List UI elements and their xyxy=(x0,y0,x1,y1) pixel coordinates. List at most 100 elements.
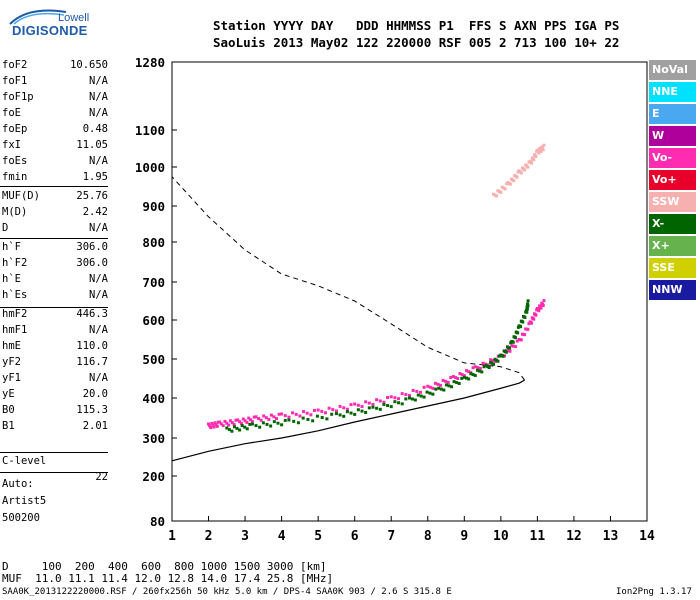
data-point xyxy=(460,376,464,380)
param-row: B1 2.01 xyxy=(2,418,108,434)
data-point xyxy=(451,375,455,378)
data-point xyxy=(283,414,287,418)
param-key: foF1p xyxy=(2,91,34,103)
x-tick-label: 10 xyxy=(493,529,509,544)
data-point xyxy=(526,299,530,303)
param-row: yE 20.0 xyxy=(2,386,108,402)
data-point xyxy=(254,415,258,419)
data-point xyxy=(360,405,364,409)
data-point xyxy=(525,310,529,314)
param-row: hmF1 N/A xyxy=(2,322,108,338)
y-tick-label: 500 xyxy=(142,352,165,367)
legend-item: W xyxy=(649,126,696,147)
data-point xyxy=(473,365,477,369)
param-row: yF2 116.7 xyxy=(2,354,108,370)
data-point xyxy=(476,366,480,370)
data-point xyxy=(276,421,280,425)
data-point xyxy=(375,406,379,410)
data-point xyxy=(338,404,342,408)
data-point xyxy=(526,304,530,308)
data-point xyxy=(249,418,253,422)
x-tick-label: 7 xyxy=(387,529,395,544)
data-point xyxy=(313,408,316,412)
data-point xyxy=(400,402,404,406)
muf-frequency-row: MUF 11.0 11.1 11.4 12.0 12.8 14.0 17.4 2… xyxy=(2,572,334,585)
data-point xyxy=(375,398,379,402)
data-point xyxy=(287,415,291,419)
data-point xyxy=(211,423,215,427)
y-tick-label: 600 xyxy=(142,313,165,328)
data-point xyxy=(330,412,334,416)
header-row-values: SaoLuis 2013 May02 122 220000 RSF 005 2 … xyxy=(213,35,620,50)
data-point xyxy=(261,421,265,425)
profile-curve-dashed xyxy=(171,176,525,381)
data-point xyxy=(218,420,221,424)
data-point xyxy=(331,408,335,412)
data-point xyxy=(283,418,287,422)
y-tick-label: 1100 xyxy=(135,123,165,138)
data-point xyxy=(537,151,541,155)
param-value: N/A xyxy=(89,75,108,87)
data-point xyxy=(296,421,300,425)
data-point xyxy=(526,327,530,331)
data-point xyxy=(482,365,486,369)
data-point xyxy=(400,392,404,396)
param-value: 116.7 xyxy=(76,356,108,368)
data-point xyxy=(519,338,523,342)
muf-distance-row: D 100 200 400 600 800 1000 1500 3000 [km… xyxy=(2,560,327,573)
data-point xyxy=(530,321,534,325)
data-point xyxy=(311,419,315,423)
data-point xyxy=(345,407,349,411)
data-point xyxy=(511,340,515,344)
data-point xyxy=(491,359,495,363)
data-point xyxy=(232,422,236,426)
data-point xyxy=(243,419,247,423)
auto-label: Auto: xyxy=(2,478,34,490)
param-value: 306.0 xyxy=(76,257,108,269)
data-point xyxy=(367,406,371,410)
param-key: B0 xyxy=(2,404,15,416)
data-point xyxy=(258,425,262,429)
data-point xyxy=(382,402,386,406)
data-point xyxy=(248,422,252,426)
data-point xyxy=(523,315,527,319)
x-tick-label: 11 xyxy=(530,529,546,544)
param-row: foEp 0.48 xyxy=(2,121,108,137)
data-point xyxy=(410,397,414,401)
data-point xyxy=(516,331,520,335)
param-row: B0 115.3 xyxy=(2,402,108,418)
data-point xyxy=(525,307,529,311)
data-point xyxy=(338,413,342,417)
data-point xyxy=(315,414,319,418)
data-point xyxy=(214,423,218,427)
data-point xyxy=(508,182,512,186)
param-key: M(D) xyxy=(2,206,28,218)
data-point xyxy=(353,412,357,416)
data-point xyxy=(431,392,435,396)
data-point xyxy=(408,394,411,398)
legend-item: NoVal xyxy=(649,60,696,80)
data-point xyxy=(227,423,231,427)
data-point xyxy=(489,358,493,362)
data-point xyxy=(247,416,251,420)
param-row: h`Es N/A xyxy=(2,287,108,303)
data-point xyxy=(419,394,423,398)
logo-line1: Lowell xyxy=(58,12,90,24)
data-point xyxy=(243,425,247,429)
data-point xyxy=(416,393,420,397)
data-point xyxy=(345,410,349,414)
data-point xyxy=(519,325,523,329)
param-value: N/A xyxy=(89,273,108,285)
legend-item: NNE xyxy=(649,82,696,103)
data-point xyxy=(523,168,527,172)
data-point xyxy=(360,409,364,413)
data-point xyxy=(442,388,446,392)
data-point xyxy=(532,158,536,162)
data-point xyxy=(215,424,219,428)
param-key: h`F2 xyxy=(2,257,28,269)
data-point xyxy=(364,400,368,404)
data-point xyxy=(452,380,456,384)
data-point xyxy=(521,320,525,324)
data-point xyxy=(467,370,471,374)
x-tick-label: 5 xyxy=(314,529,322,544)
